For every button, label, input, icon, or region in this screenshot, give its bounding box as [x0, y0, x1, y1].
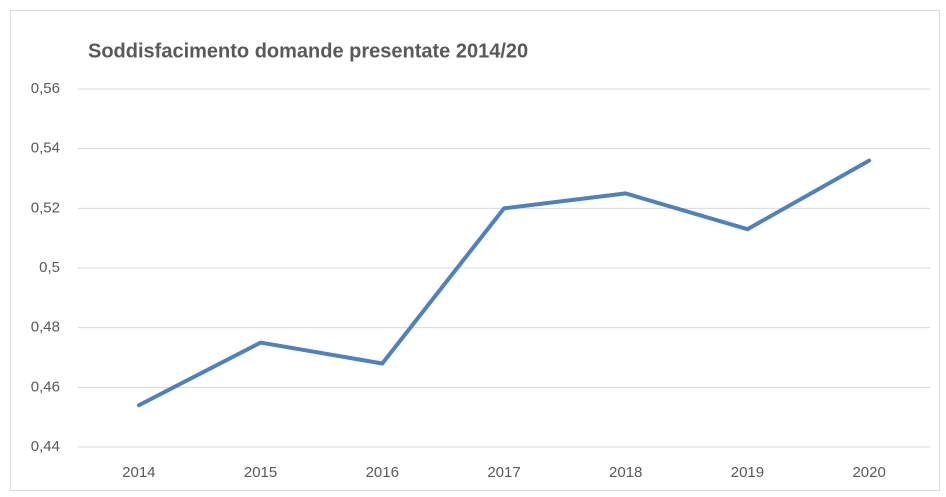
x-tick-label: 2018 [609, 464, 642, 481]
y-tick-label: 0,44 [31, 438, 60, 455]
x-tick-label: 2020 [852, 464, 885, 481]
chart-frame [10, 10, 940, 491]
x-tick-label: 2016 [366, 464, 399, 481]
data-line [136, 158, 872, 408]
x-tick-label: 2019 [731, 464, 764, 481]
x-tick-label: 2015 [244, 464, 277, 481]
chart-title: Soddisfacimento domande presentate 2014/… [88, 40, 528, 62]
y-tick-label: 0,46 [31, 378, 60, 395]
y-tick-label: 0,48 [31, 319, 60, 336]
y-tick-label: 0,5 [39, 259, 60, 276]
y-tick-label: 0,52 [31, 199, 60, 216]
y-tick-label: 0,54 [31, 140, 60, 157]
x-tick-label: 2014 [122, 464, 155, 481]
y-tick-label: 0,56 [31, 80, 60, 97]
x-tick-label: 2017 [487, 464, 520, 481]
